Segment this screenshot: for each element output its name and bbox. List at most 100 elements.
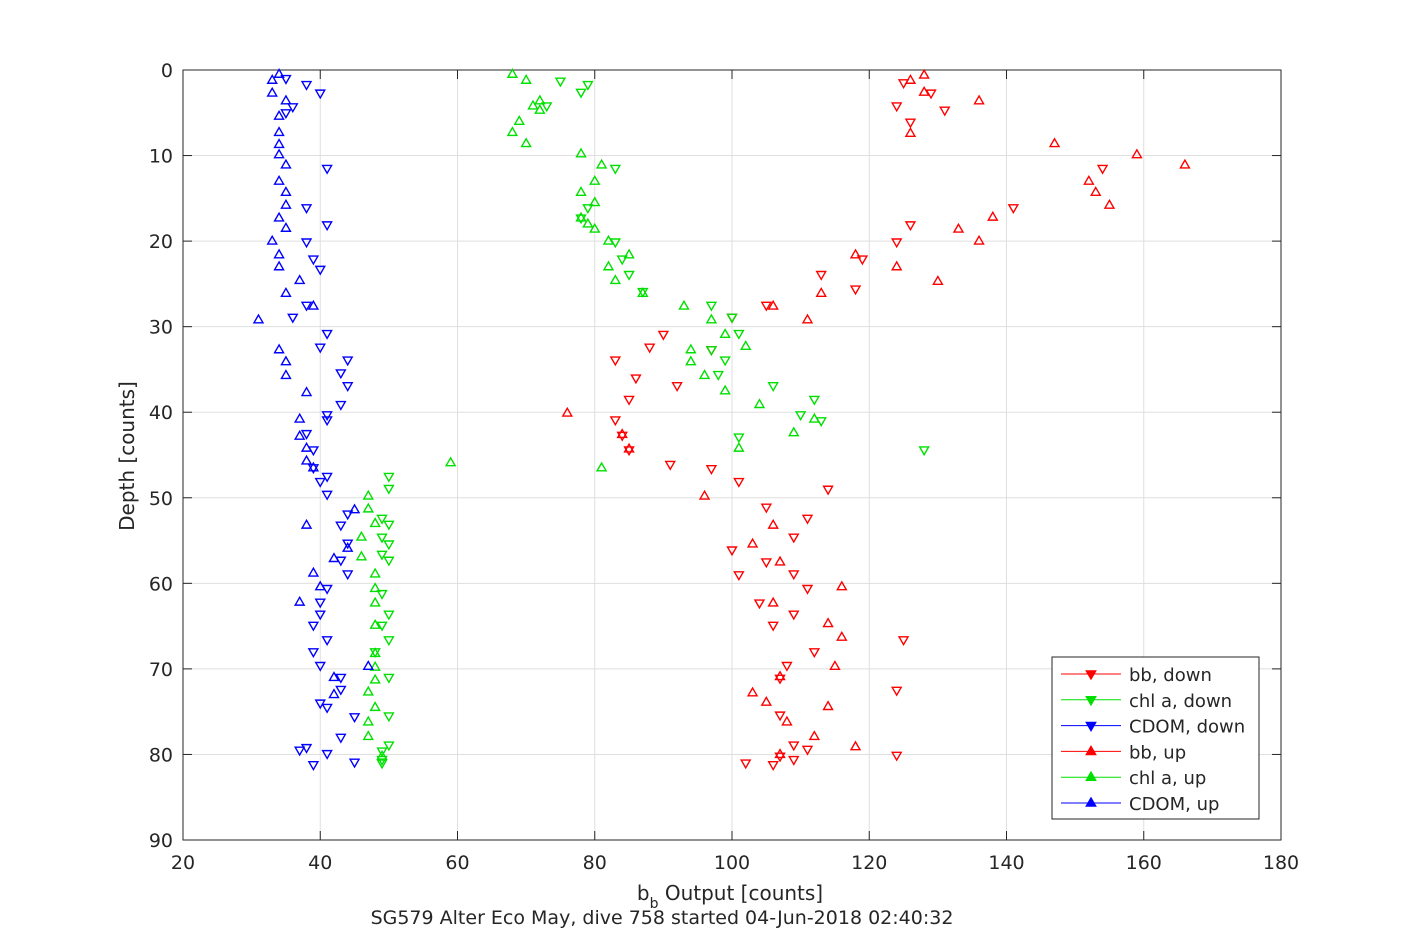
data-point <box>307 648 320 659</box>
data-point <box>1096 164 1109 175</box>
data-point <box>376 621 388 632</box>
data-point <box>753 599 766 610</box>
data-point <box>321 411 333 422</box>
legend-label: CDOM, up <box>1129 794 1219 815</box>
data-point <box>623 248 635 259</box>
data-point <box>856 255 869 266</box>
data-point <box>300 386 313 397</box>
data-point <box>341 382 354 392</box>
data-point <box>362 502 374 513</box>
data-point <box>369 618 381 629</box>
data-point <box>273 126 285 137</box>
data-point <box>300 238 313 249</box>
legend-entries: bb, down chl a, down CDOM, down bb, up chl a… <box>1061 665 1245 815</box>
data-point <box>788 755 800 766</box>
data-point <box>554 77 567 88</box>
data-point <box>300 301 313 312</box>
data-point <box>335 685 347 696</box>
data-point <box>266 86 278 97</box>
data-point <box>918 446 930 457</box>
data-point <box>341 539 354 550</box>
data-point <box>815 270 827 281</box>
data-point <box>328 552 340 563</box>
data-point <box>273 248 285 259</box>
data-point <box>335 733 347 744</box>
chart-caption: SG579 Alter Eco May, dive 758 started 04… <box>371 907 954 929</box>
legend: bb, down chl a, down CDOM, down bb, up chl a… <box>1051 656 1260 820</box>
data-point <box>746 686 759 697</box>
data-point <box>273 68 285 78</box>
data-point <box>767 761 779 771</box>
points-layer <box>252 68 1191 771</box>
data-point <box>643 343 656 354</box>
data-point <box>788 570 800 581</box>
legend-marker <box>1085 745 1097 756</box>
data-point <box>273 148 285 159</box>
data-point <box>623 395 635 406</box>
data-point <box>952 222 965 233</box>
data-point <box>541 102 553 113</box>
data-point <box>513 115 525 126</box>
data-point <box>383 610 395 621</box>
data-point <box>280 186 292 197</box>
data-point <box>1103 198 1116 209</box>
data-point <box>890 686 903 697</box>
data-point <box>369 701 381 712</box>
x-tick-label: 140 <box>988 852 1024 874</box>
data-point <box>321 472 333 483</box>
data-point <box>300 204 313 215</box>
data-point <box>582 217 594 228</box>
data-point <box>341 510 354 521</box>
y-tick-label: 50 <box>149 488 173 510</box>
data-point <box>273 138 285 149</box>
data-point <box>733 477 745 488</box>
data-point <box>1090 186 1102 197</box>
data-point <box>321 416 333 427</box>
data-point <box>280 355 292 366</box>
data-point <box>534 103 546 114</box>
data-point <box>890 751 903 762</box>
legend-label: bb, up <box>1129 742 1186 763</box>
data-point <box>849 740 862 751</box>
legend-label: chl a, up <box>1129 768 1206 789</box>
data-point <box>300 80 313 91</box>
data-point <box>781 661 793 672</box>
data-point <box>321 164 333 175</box>
data-point <box>664 460 676 471</box>
data-point <box>293 274 306 285</box>
data-point <box>300 743 313 754</box>
data-point <box>369 567 381 578</box>
data-point <box>609 416 622 427</box>
data-point <box>280 222 292 232</box>
data-point <box>746 537 759 548</box>
data-point <box>822 617 834 628</box>
data-point <box>280 158 292 169</box>
data-point <box>369 647 381 658</box>
x-tick-label: 180 <box>1263 852 1299 874</box>
data-point <box>740 340 752 351</box>
data-point <box>280 94 292 105</box>
data-point <box>341 570 354 581</box>
legend-marker <box>1085 670 1097 681</box>
y-tick-label: 10 <box>149 146 173 168</box>
data-point <box>733 433 745 444</box>
data-point <box>1083 174 1095 185</box>
data-point <box>774 670 786 681</box>
data-point <box>362 730 374 741</box>
data-point <box>376 589 388 600</box>
data-point <box>300 518 313 529</box>
data-point <box>383 712 395 723</box>
data-point <box>788 426 800 437</box>
data-point <box>623 442 635 453</box>
data-point <box>609 274 622 285</box>
y-tick-label: 0 <box>161 60 173 82</box>
data-point <box>383 484 395 495</box>
data-point <box>383 472 395 483</box>
data-point <box>582 80 594 91</box>
data-point <box>904 221 917 232</box>
y-tick-label: 80 <box>149 744 173 766</box>
data-point <box>575 147 587 158</box>
data-point <box>698 489 711 500</box>
data-point <box>774 711 786 722</box>
